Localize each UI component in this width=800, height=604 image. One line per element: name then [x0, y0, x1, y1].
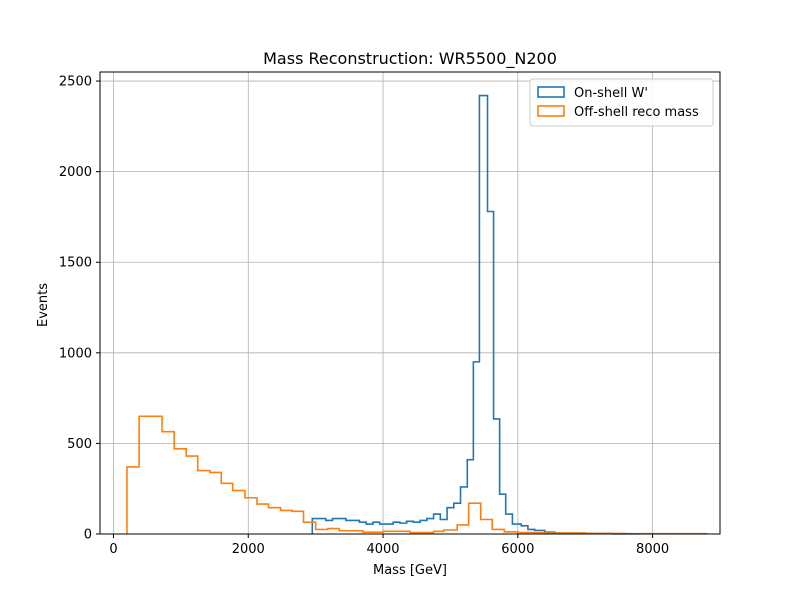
legend-label: Off-shell reco mass — [574, 105, 699, 120]
histogram-series-on-shell — [311, 94, 640, 535]
y-tick-label: 2500 — [59, 75, 92, 90]
legend-label: On-shell W' — [574, 86, 648, 101]
legend: On-shell W' Off-shell reco mass — [529, 78, 714, 127]
y-tick-label: 0 — [84, 528, 92, 543]
y-tick-label: 2000 — [59, 165, 92, 180]
x-tick-label: 2000 — [232, 542, 265, 557]
legend-box — [529, 78, 714, 127]
axes-frame — [99, 71, 721, 535]
y-axis-label: Events — [36, 283, 51, 327]
x-tick-label: 0 — [109, 542, 117, 557]
x-tick-label: 6000 — [501, 542, 534, 557]
chart-title: Mass Reconstruction: WR5500_N200 — [263, 49, 557, 69]
y-tick-label: 500 — [67, 437, 92, 452]
histogram-series-off-shell — [126, 415, 708, 535]
y-tick-label: 1000 — [59, 346, 92, 361]
legend-swatch — [537, 105, 565, 117]
x-axis-label: Mass [GeV] — [373, 563, 447, 578]
x-tick-label: 4000 — [366, 542, 399, 557]
x-tick-label: 8000 — [636, 542, 669, 557]
y-tick-label: 1500 — [59, 256, 92, 271]
legend-swatch — [537, 86, 565, 98]
